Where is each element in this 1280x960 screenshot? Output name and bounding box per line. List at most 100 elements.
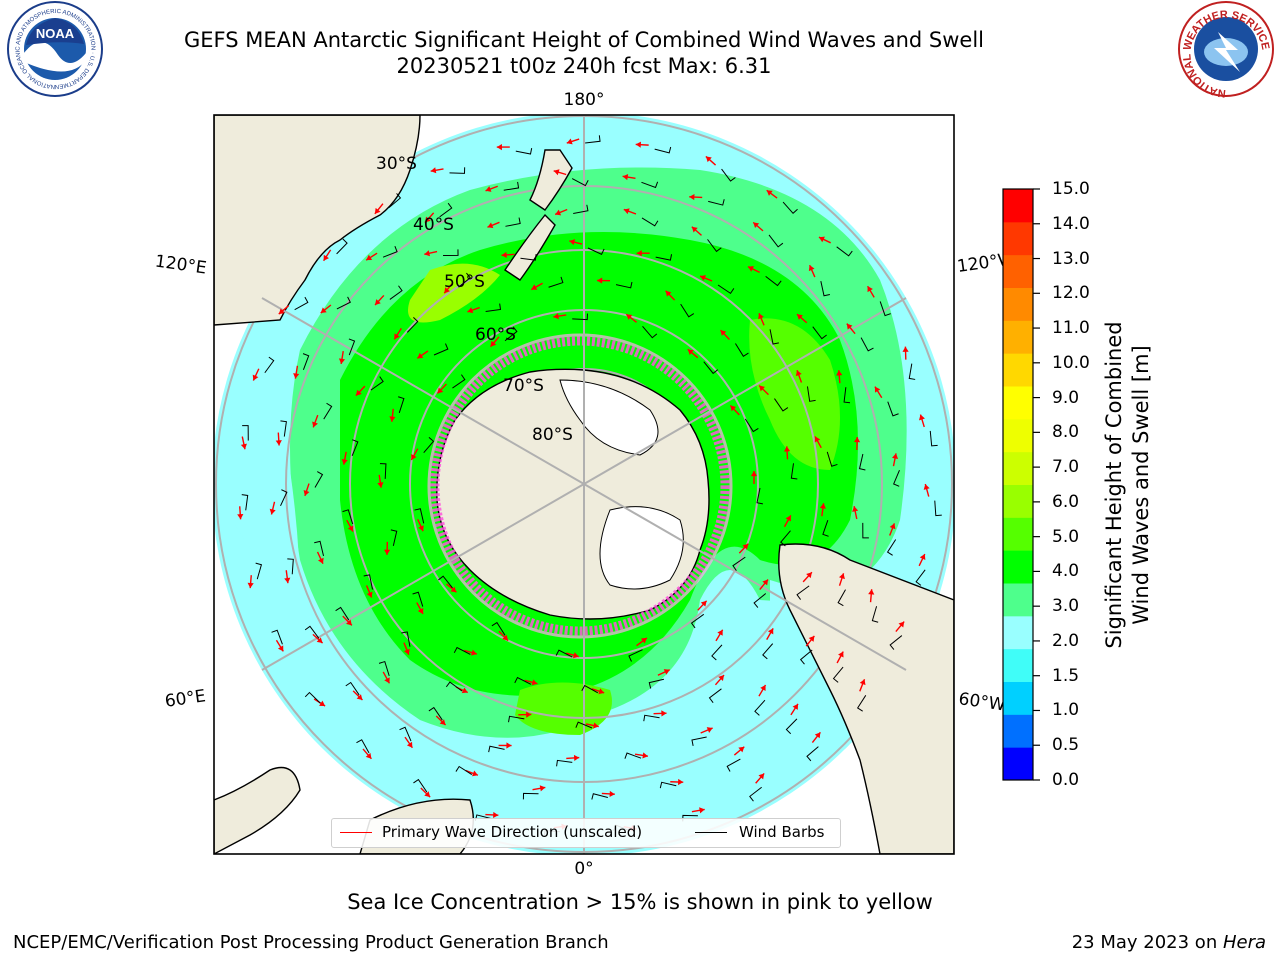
- wind-barb: [412, 591, 424, 607]
- wave-arrow-head: [355, 389, 362, 396]
- wave-arrow-head: [553, 169, 560, 176]
- wave-arrow-head: [742, 543, 749, 550]
- wave-arrow-head: [384, 549, 391, 555]
- colorbar-tick-label: 0.5: [1052, 735, 1080, 756]
- wave-arrow-head: [278, 308, 285, 315]
- wind-barb: [438, 575, 453, 589]
- wind-barb: [241, 494, 249, 511]
- wind-barb: [455, 765, 473, 776]
- chart-subtitle: 20230521 t00z 240h fcst Max: 6.31: [396, 54, 772, 78]
- wind-barb: [756, 487, 763, 505]
- wind-barb: [271, 629, 283, 645]
- wave-arrow-head: [759, 385, 765, 392]
- wave-arrow-head: [303, 490, 310, 496]
- wave-arrow-head: [622, 174, 629, 181]
- colorbar-label-line1: Significant Height of Combined: [1102, 321, 1126, 649]
- colorbar-segment: [1003, 517, 1033, 551]
- wind-barb: [762, 643, 774, 660]
- lon-label-0: 0°: [574, 859, 593, 879]
- wind-barb: [806, 386, 816, 402]
- wind-barb: [406, 317, 419, 333]
- wind-barb: [505, 217, 521, 227]
- lat-label-70s: 70°S: [503, 376, 544, 396]
- wave-arrow-head: [795, 370, 802, 377]
- wind-barb: [799, 649, 813, 665]
- wind-barb: [572, 313, 588, 321]
- colorbar-segment: [1003, 386, 1033, 420]
- wave-arrow-head: [689, 193, 695, 201]
- wind-barb: [370, 376, 384, 391]
- wave-arrow-head: [437, 387, 444, 394]
- wave-arrow-head: [700, 600, 707, 607]
- colorbar-tick-label: 5.0: [1052, 526, 1080, 547]
- wave-arrow-head: [758, 773, 765, 780]
- chart-title: GEFS MEAN Antarctic Significant Height o…: [183, 28, 985, 52]
- map-border: [213, 114, 955, 855]
- wind-barb: [323, 402, 333, 420]
- lat-label-50s: 50°S: [444, 272, 485, 292]
- legend-wind-label: Wind Barbs: [739, 823, 825, 841]
- wind-barb: [302, 353, 310, 370]
- wind-barb: [769, 329, 779, 345]
- wind-barb: [591, 793, 608, 800]
- wind-barb: [744, 418, 759, 433]
- wind-barb: [548, 276, 564, 288]
- wind-barb: [812, 326, 827, 340]
- wind-barb: [820, 280, 830, 297]
- colorbar-segment: [1003, 254, 1033, 288]
- colorbar-segment: [1003, 189, 1033, 223]
- wind-barb: [711, 644, 723, 661]
- wave-arrow-head: [553, 313, 559, 320]
- wave-arrow-head: [293, 373, 300, 379]
- colorbar-tick-label: 14.0: [1052, 213, 1090, 234]
- lat-label-80s: 80°S: [532, 425, 573, 445]
- wave-arrow-head: [730, 405, 737, 412]
- colorbar-segment: [1003, 648, 1033, 682]
- wave-arrow-head: [430, 167, 437, 174]
- wind-barb: [753, 593, 767, 608]
- wind-barb: [934, 500, 942, 517]
- wave-arrow-head: [626, 314, 633, 320]
- wind-barb: [768, 234, 784, 248]
- wave-arrow-head: [868, 589, 875, 595]
- wind-barb: [379, 463, 387, 479]
- wind-barb: [348, 338, 356, 356]
- wind-barb: [571, 178, 589, 187]
- wind-barb: [806, 746, 819, 762]
- wave-arrow-head: [867, 286, 873, 293]
- colorbar-segment: [1003, 615, 1033, 650]
- colorbar-tick-label: 2.0: [1052, 630, 1080, 651]
- wave-arrow-head: [269, 508, 276, 515]
- colorbar-tick-label: 13.0: [1052, 248, 1090, 269]
- new-zealand-south: [504, 213, 556, 281]
- wave-arrow-head: [593, 722, 599, 729]
- wind-barb: [908, 363, 916, 380]
- lon-label-60w: 60°W: [957, 689, 1006, 715]
- wind-barb: [390, 529, 398, 546]
- colorbar-tick-label: 1.0: [1052, 700, 1080, 721]
- wind-barb: [378, 660, 390, 677]
- wave-arrow-head: [531, 284, 538, 290]
- wave-arrow-head: [411, 454, 417, 460]
- wave-arrow-head: [705, 156, 712, 163]
- wave-arrow-head: [859, 679, 866, 686]
- wave-arrow-head: [312, 421, 318, 428]
- wind-barb: [449, 167, 466, 174]
- wind-barb: [555, 649, 573, 658]
- wave-arrow-head: [846, 323, 853, 330]
- colorbar-segment: [1003, 747, 1033, 781]
- wave-arrow-head: [394, 333, 400, 340]
- wind-barb: [280, 420, 287, 437]
- wind-barb: [871, 606, 879, 623]
- wind-barb: [680, 303, 695, 318]
- wave-arrow-head: [609, 790, 615, 797]
- wind-barb: [774, 398, 789, 412]
- wind-barb: [336, 296, 351, 310]
- colorbar-segment: [1003, 451, 1033, 485]
- wind-barb: [754, 699, 766, 716]
- wind-barb: [287, 558, 294, 575]
- colorbar-tick-label: 8.0: [1052, 422, 1080, 443]
- wind-barb: [879, 301, 891, 317]
- wave-arrow-head: [814, 732, 821, 739]
- wave-arrow-head: [573, 754, 580, 762]
